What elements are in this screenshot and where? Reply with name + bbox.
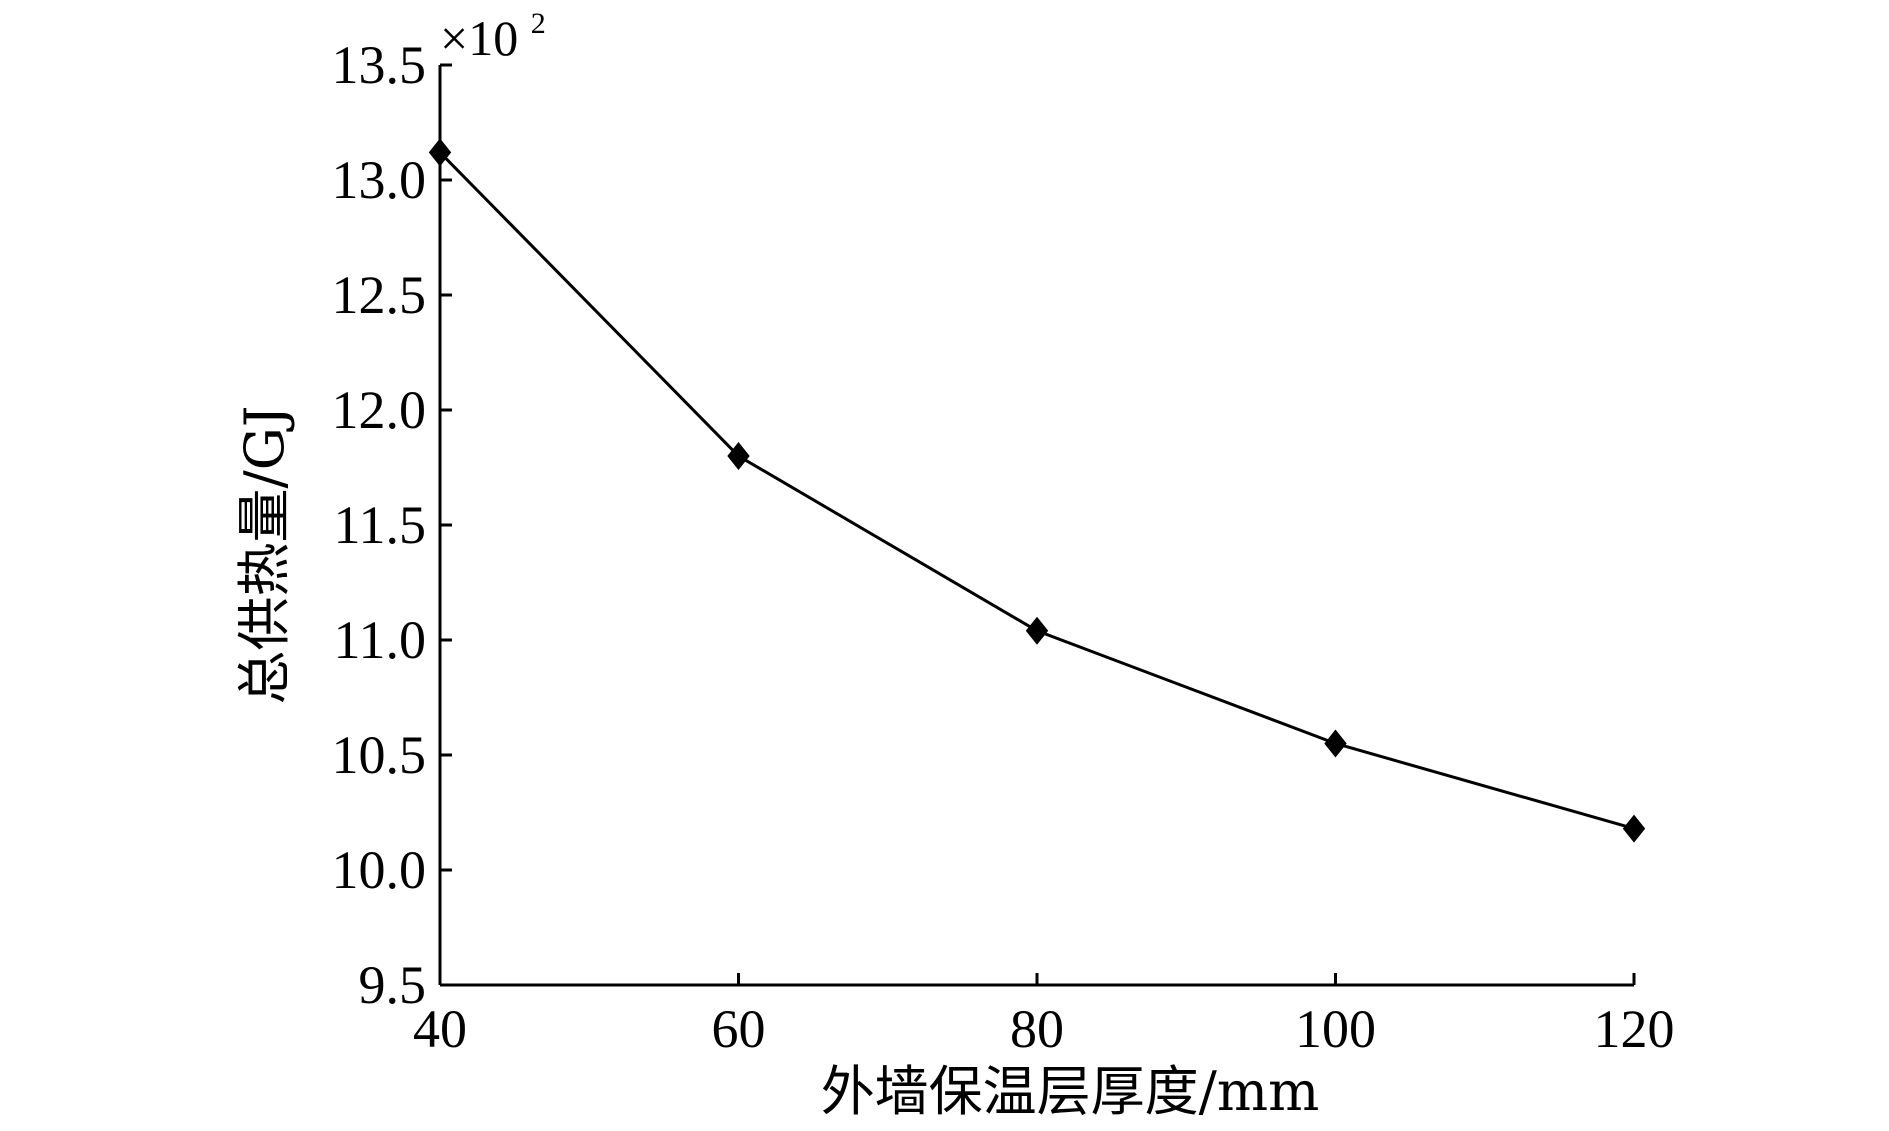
y-tick-label: 11.5 xyxy=(334,495,427,555)
series-line xyxy=(438,151,1635,831)
y-tick-label: 12.5 xyxy=(332,265,427,325)
data-point-marker xyxy=(727,442,750,470)
y-tick-label: 12.0 xyxy=(332,380,427,440)
data-point-marker xyxy=(1622,814,1646,843)
x-tick-label: 100 xyxy=(1295,999,1376,1059)
data-point-marker xyxy=(1324,729,1347,758)
series xyxy=(428,138,1646,843)
x-tick-label: 60 xyxy=(712,999,766,1059)
y-tick-label: 13.0 xyxy=(332,150,427,210)
x-tick-label: 80 xyxy=(1010,999,1064,1059)
y-tick-label: 10.0 xyxy=(332,840,427,900)
data-point-marker xyxy=(1025,616,1049,645)
ticks: 9.5 10.0 10.5 11.0 11.5 12.0 12.5 13.0 13.5 40 60 8… xyxy=(332,35,1675,1059)
y-axis-multiplier-exponent: 2 xyxy=(531,7,546,40)
y-tick-label: 10.5 xyxy=(332,725,427,785)
axes xyxy=(438,65,1634,987)
x-axis-title: 外墙保温层厚度/mm xyxy=(821,1060,1320,1123)
data-point-marker xyxy=(428,138,452,167)
y-axis-title: 总供热量/GJ xyxy=(233,406,296,705)
y-axis-multiplier-base: ×10 xyxy=(440,10,518,66)
y-tick-label: 9.5 xyxy=(359,955,427,1015)
y-axis-multiplier: ×10 2 xyxy=(440,7,546,66)
x-tick-label: 40 xyxy=(413,999,467,1059)
y-tick-label: 13.5 xyxy=(332,35,427,95)
x-tick-label: 120 xyxy=(1594,999,1675,1059)
y-tick-label: 11.0 xyxy=(334,610,427,670)
